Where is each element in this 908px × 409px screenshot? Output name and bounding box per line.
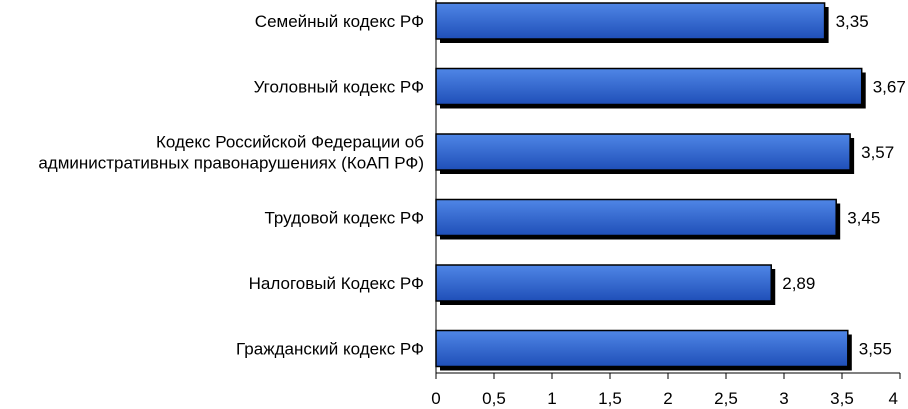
bar <box>435 2 826 40</box>
data-label: 2,89 <box>782 274 815 293</box>
category-label: Уголовный кодекс РФ <box>254 78 424 97</box>
data-label: 3,45 <box>847 209 880 228</box>
x-tick-label: 1 <box>547 389 556 408</box>
data-label: 3,55 <box>859 340 892 359</box>
x-tick-label: 0 <box>431 389 440 408</box>
category-label: Трудовой кодекс РФ <box>264 209 424 228</box>
category-label: Гражданский кодекс РФ <box>236 340 424 359</box>
bar <box>435 67 863 106</box>
x-tick-label: 0,5 <box>482 389 506 408</box>
category-label: Кодекс Российской Федерации об <box>156 133 424 152</box>
x-tick-label: 2,5 <box>714 389 738 408</box>
x-tick-label: 3 <box>779 389 788 408</box>
bar <box>435 264 772 302</box>
x-tick-label: 2 <box>663 389 672 408</box>
data-label: 3,67 <box>873 78 906 97</box>
category-label: административных правонарушениях (КоАП Р… <box>38 154 424 173</box>
x-tick-label: 1,5 <box>598 389 622 408</box>
category-label: Налоговый Кодекс РФ <box>249 274 424 293</box>
bar <box>435 329 849 368</box>
category-label: Семейный кодекс РФ <box>255 12 424 31</box>
x-tick-label: 3,5 <box>830 389 854 408</box>
data-label: 3,57 <box>861 143 894 162</box>
data-label: 3,35 <box>836 12 869 31</box>
x-tick-label: 4 <box>889 389 898 408</box>
bar <box>435 198 837 237</box>
bar <box>435 133 851 171</box>
